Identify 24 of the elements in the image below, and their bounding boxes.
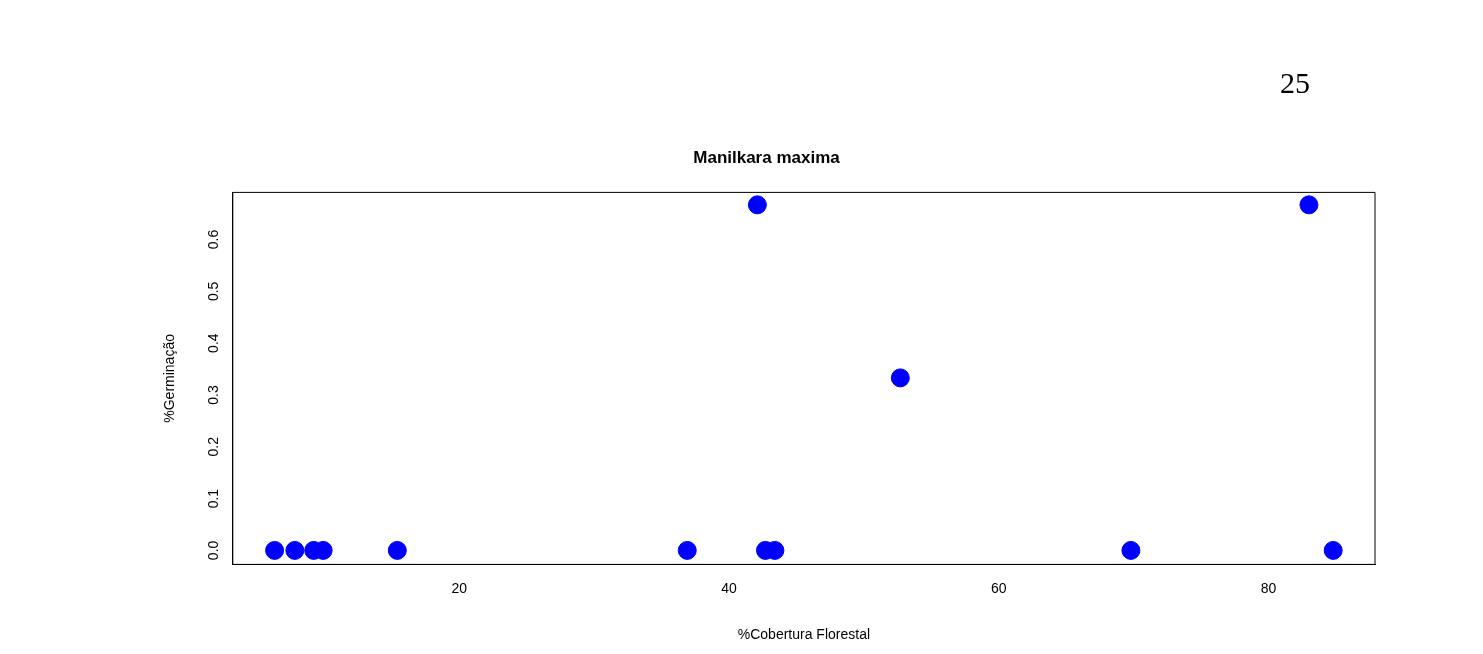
point <box>890 368 910 388</box>
chart-title: Manilkara maxima <box>693 147 841 167</box>
x-tick-label: 60 <box>990 579 1007 596</box>
y-tick-label: 0.3 <box>204 385 221 405</box>
point <box>677 540 697 560</box>
y-tick-label: 0.6 <box>204 229 221 250</box>
y-axis-title: %Germinação <box>161 333 178 423</box>
y-tick-label: 0.2 <box>204 436 221 457</box>
x-axis-title: %Cobertura Florestal <box>737 626 871 643</box>
point <box>1299 195 1319 215</box>
point <box>1121 540 1141 560</box>
x-tick-label: 40 <box>721 579 738 596</box>
point <box>285 540 305 560</box>
x-tick-label: 20 <box>451 579 468 596</box>
y-tick-label: 0.4 <box>204 333 221 353</box>
point <box>1323 540 1343 560</box>
y-tick-label: 0.0 <box>204 540 221 561</box>
y-tick-label: 0.5 <box>204 281 221 302</box>
point <box>265 540 285 560</box>
text: 25 <box>1280 66 1310 99</box>
point <box>387 540 407 560</box>
x-tick-label: 80 <box>1260 579 1277 596</box>
y-tick-label: 0.1 <box>204 488 221 509</box>
point <box>747 195 767 215</box>
